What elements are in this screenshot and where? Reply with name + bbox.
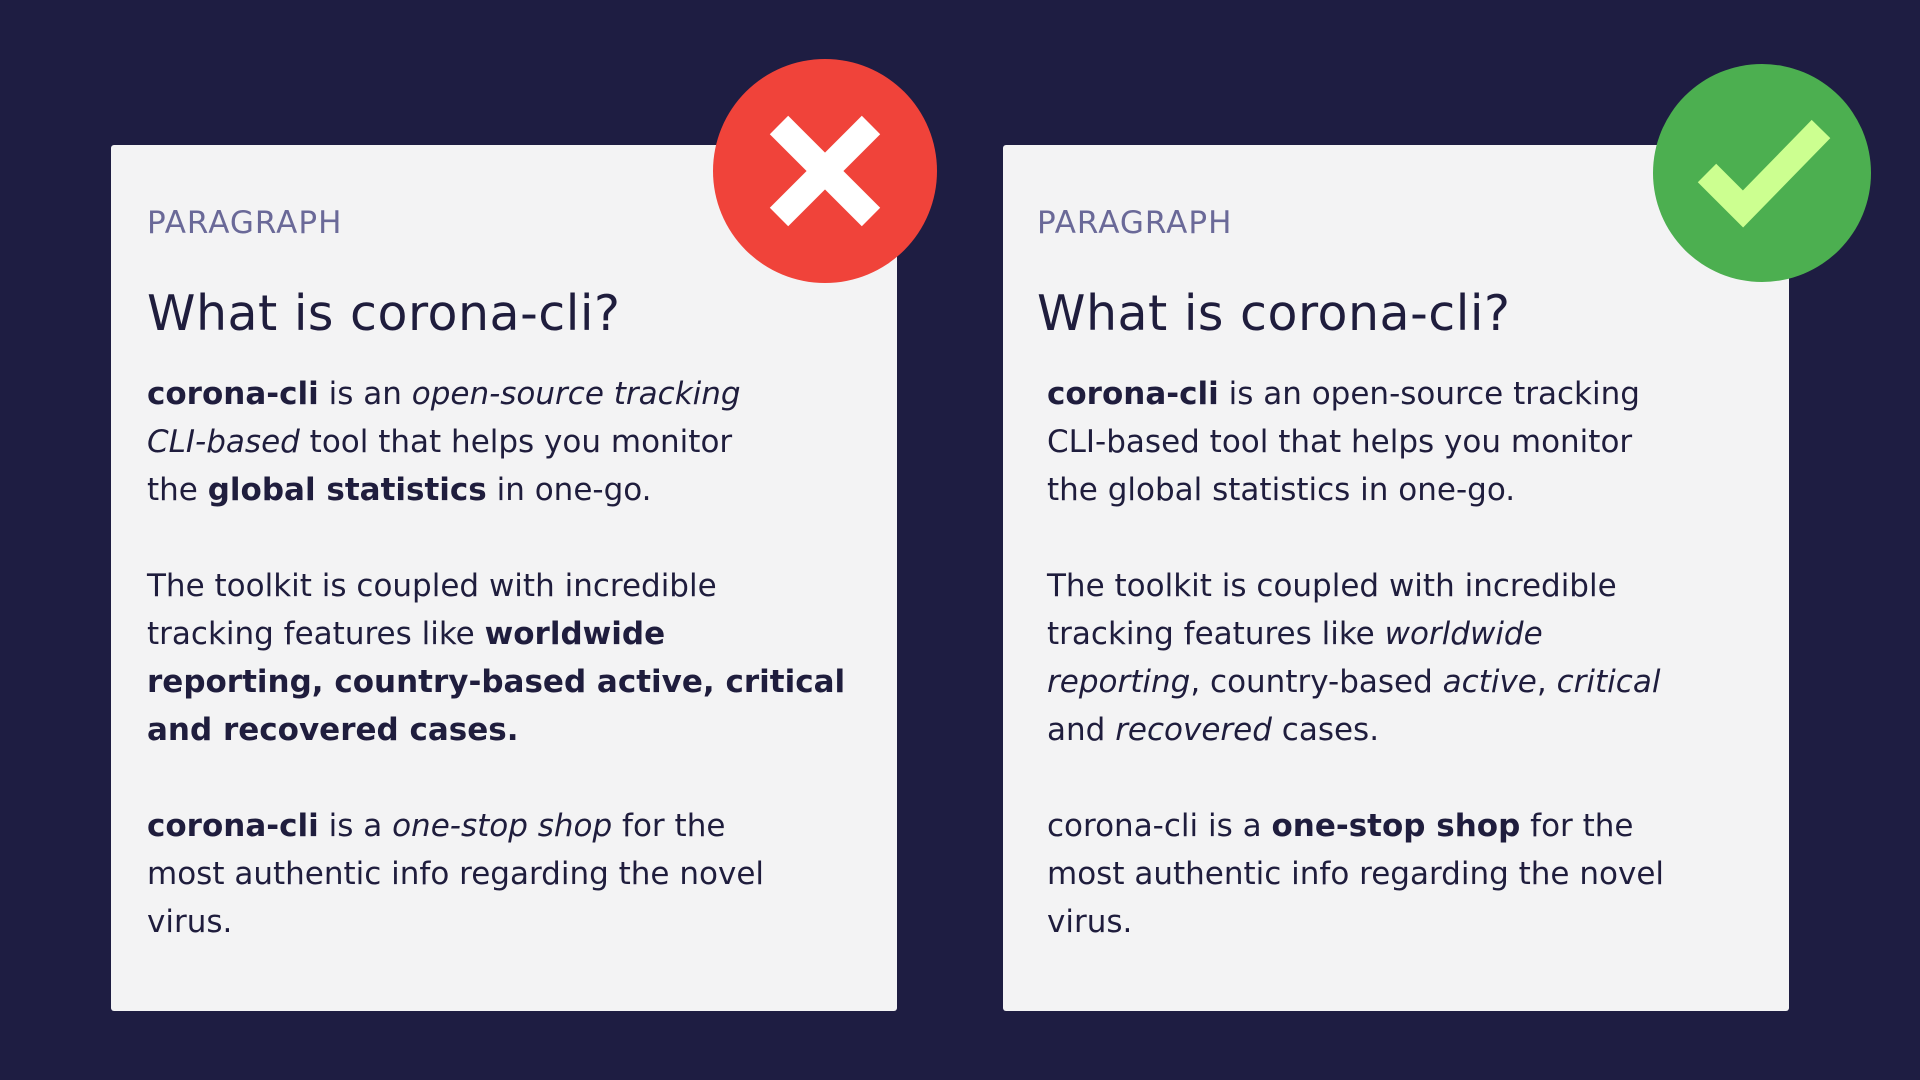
paragraph-line: tracking features like worldwide [1047,610,1782,658]
text: tracking features like [1047,616,1385,652]
bold-text: corona-cli [147,808,319,844]
card-body: corona-cli is an open-source tracking CL… [1047,370,1782,994]
check-icon [1697,119,1831,228]
text: tool that helps you monitor [299,424,733,460]
bold-text: global statistics [207,472,487,508]
paragraph-line: and recovered cases. [147,706,882,754]
card-title: What is corona-cli? [1037,285,1511,342]
paragraph-line: corona-cli is a one-stop shop for the [147,802,882,850]
paragraph-line: CLI-based tool that helps you monitor [147,418,882,466]
paragraph-line: reporting, country-based active, critica… [1047,658,1782,706]
correct-badge [1653,64,1871,282]
paragraph-3: corona-cli is a one-stop shop for the mo… [147,802,882,946]
paragraph-line: The toolkit is coupled with incredible [147,568,717,604]
paragraph-line: corona-cli is an open-source tracking [147,370,882,418]
card-label: PARAGRAPH [147,205,343,241]
text: is an [318,376,412,412]
paragraph-1: corona-cli is an open-source tracking CL… [147,370,882,514]
paragraph-line: corona-cli is an open-source tracking [1047,370,1782,418]
paragraph-line: and recovered cases. [1047,706,1782,754]
text: cases. [1271,712,1380,748]
paragraph-1: corona-cli is an open-source tracking CL… [1047,370,1782,514]
paragraph-3: corona-cli is a one-stop shop for the mo… [1047,802,1782,946]
bold-text: worldwide [484,616,666,652]
text: tracking features like [147,616,485,652]
bad-example-card: PARAGRAPH What is corona-cli? corona-cli… [111,145,897,1011]
incorrect-badge [713,59,937,283]
italic-text: CLI-based [147,424,300,460]
text: and [1047,712,1116,748]
text: , [1536,664,1557,700]
text: the [147,472,208,508]
paragraph-line: most authentic info regarding the novel [1047,856,1665,892]
text: corona-cli is a [1047,808,1272,844]
paragraph-line: virus. [147,904,233,940]
italic-text: reporting [1047,664,1191,700]
paragraph-line: CLI-based tool that helps you monitor [1047,424,1633,460]
bold-text: reporting, country-based active, critica… [147,664,846,700]
card-body: corona-cli is an open-source tracking CL… [147,370,882,994]
text: in one-go. [486,472,652,508]
text: for the [612,808,726,844]
text: , country-based [1190,664,1443,700]
paragraph-line: the global statistics in one-go. [147,466,882,514]
bold-text: one-stop shop [1271,808,1521,844]
italic-text: worldwide [1384,616,1543,652]
italic-text: one-stop shop [392,808,613,844]
good-example-card: PARAGRAPH What is corona-cli? corona-cli… [1003,145,1789,1011]
paragraph-2: The toolkit is coupled with incredible t… [147,562,882,754]
paragraph-line: tracking features like worldwide [147,610,882,658]
text: is a [318,808,393,844]
text: for the [1520,808,1634,844]
italic-text: active [1442,664,1537,700]
paragraph-line: the global statistics in one-go. [1047,472,1516,508]
italic-text: critical [1556,664,1661,700]
paragraph-line: virus. [1047,904,1133,940]
close-icon [769,115,881,227]
text: is an open-source tracking [1218,376,1640,412]
card-title: What is corona-cli? [147,285,621,342]
card-label: PARAGRAPH [1037,205,1233,241]
bold-text: corona-cli [1047,376,1219,412]
paragraph-line: most authentic info regarding the novel [147,856,765,892]
paragraph-line: The toolkit is coupled with incredible [1047,568,1617,604]
bold-text: corona-cli [147,376,319,412]
bold-text: and recovered cases. [147,712,519,748]
italic-text: open-source tracking [411,376,741,412]
paragraph-line: reporting, country-based active, critica… [147,658,882,706]
italic-text: recovered [1115,712,1272,748]
paragraph-2: The toolkit is coupled with incredible t… [1047,562,1782,754]
paragraph-line: corona-cli is a one-stop shop for the [1047,802,1782,850]
